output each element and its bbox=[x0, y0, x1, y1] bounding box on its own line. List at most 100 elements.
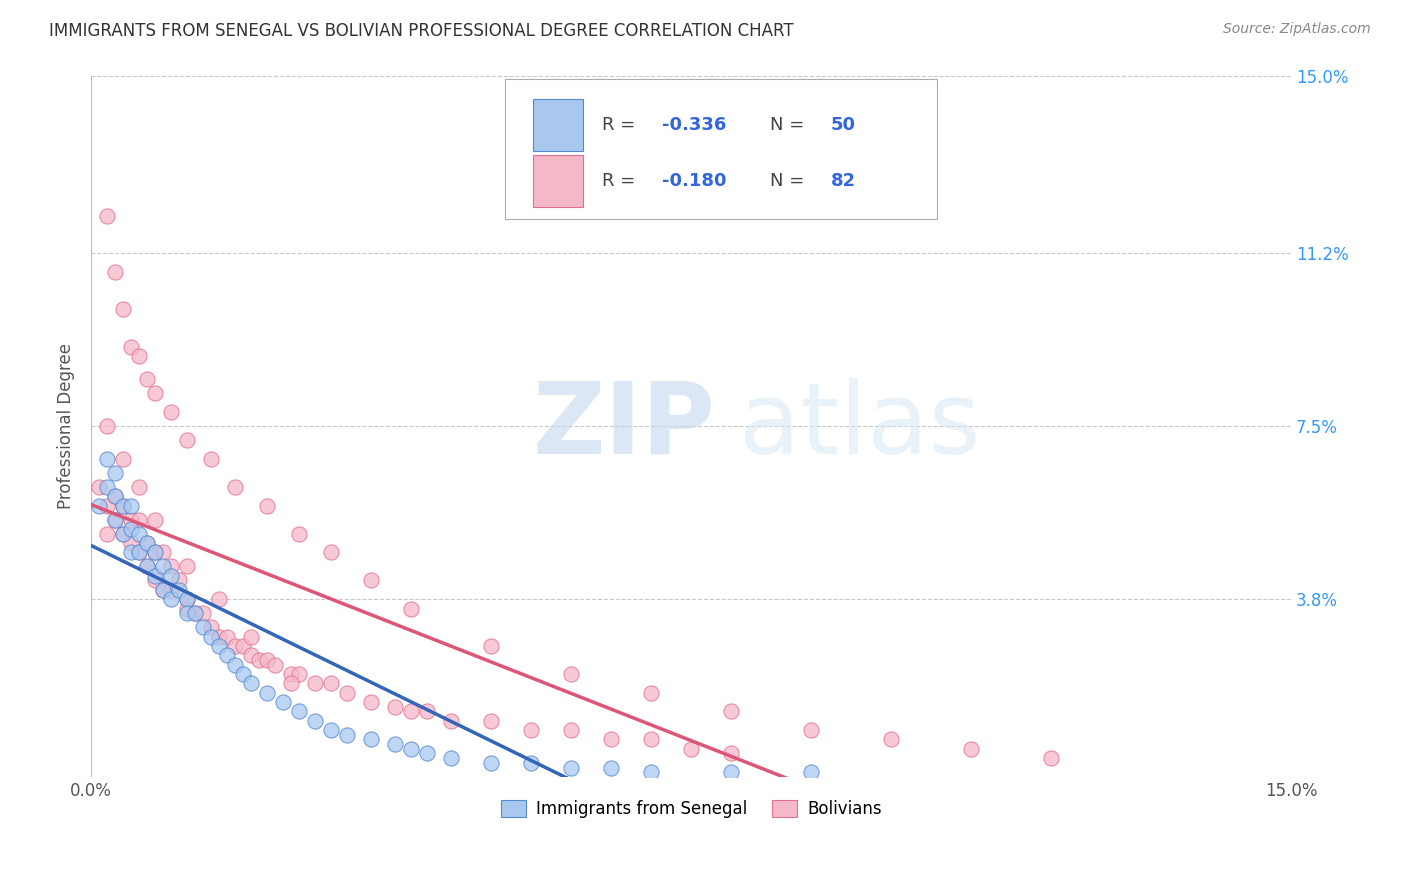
Point bbox=[152, 582, 174, 597]
Point bbox=[800, 765, 823, 780]
Point bbox=[120, 545, 142, 559]
Point bbox=[176, 592, 198, 607]
Point bbox=[720, 747, 742, 761]
Point bbox=[264, 657, 287, 672]
Point bbox=[720, 705, 742, 719]
Point bbox=[143, 386, 166, 401]
Point bbox=[232, 639, 254, 653]
Point bbox=[143, 574, 166, 588]
Point bbox=[224, 657, 246, 672]
Point bbox=[640, 765, 662, 780]
Text: ZIP: ZIP bbox=[533, 377, 716, 475]
Point bbox=[152, 545, 174, 559]
Point bbox=[217, 630, 239, 644]
Point bbox=[200, 451, 222, 466]
Point bbox=[416, 747, 439, 761]
Point bbox=[321, 723, 343, 738]
Point bbox=[191, 620, 214, 634]
Point bbox=[960, 741, 983, 756]
Point bbox=[640, 732, 662, 747]
Text: -0.180: -0.180 bbox=[662, 172, 727, 190]
Point bbox=[104, 513, 127, 527]
Point bbox=[336, 728, 359, 742]
Point bbox=[479, 714, 502, 728]
Point bbox=[360, 695, 382, 709]
Point bbox=[176, 434, 198, 448]
Text: N =: N = bbox=[770, 116, 810, 134]
Point bbox=[399, 601, 422, 615]
Point bbox=[136, 536, 159, 550]
Point bbox=[399, 741, 422, 756]
Point bbox=[89, 480, 111, 494]
Point bbox=[560, 723, 582, 738]
Point bbox=[128, 480, 150, 494]
FancyBboxPatch shape bbox=[533, 155, 583, 207]
Point bbox=[256, 686, 278, 700]
Legend: Immigrants from Senegal, Bolivians: Immigrants from Senegal, Bolivians bbox=[494, 793, 889, 824]
Point bbox=[600, 732, 623, 747]
Point bbox=[112, 451, 135, 466]
Point bbox=[136, 559, 159, 574]
Point bbox=[247, 653, 270, 667]
Point bbox=[200, 620, 222, 634]
Point bbox=[208, 639, 231, 653]
Point bbox=[681, 741, 703, 756]
Point bbox=[96, 451, 118, 466]
Point bbox=[256, 499, 278, 513]
Point bbox=[240, 648, 263, 663]
Point bbox=[128, 526, 150, 541]
Point bbox=[384, 699, 406, 714]
Point bbox=[208, 592, 231, 607]
Point bbox=[160, 405, 183, 419]
Point bbox=[416, 705, 439, 719]
Point bbox=[280, 667, 302, 681]
Point bbox=[160, 559, 183, 574]
Text: -0.336: -0.336 bbox=[662, 116, 727, 134]
Point bbox=[143, 545, 166, 559]
Point bbox=[440, 714, 463, 728]
Point bbox=[208, 630, 231, 644]
Point bbox=[160, 569, 183, 583]
Point bbox=[104, 466, 127, 480]
Point bbox=[720, 765, 742, 780]
Point bbox=[104, 489, 127, 503]
Point bbox=[136, 372, 159, 386]
Text: IMMIGRANTS FROM SENEGAL VS BOLIVIAN PROFESSIONAL DEGREE CORRELATION CHART: IMMIGRANTS FROM SENEGAL VS BOLIVIAN PROF… bbox=[49, 22, 794, 40]
FancyBboxPatch shape bbox=[505, 79, 938, 219]
Text: 50: 50 bbox=[831, 116, 855, 134]
Point bbox=[160, 582, 183, 597]
Point bbox=[112, 302, 135, 317]
Point bbox=[321, 676, 343, 690]
Text: Source: ZipAtlas.com: Source: ZipAtlas.com bbox=[1223, 22, 1371, 37]
Point bbox=[256, 653, 278, 667]
Text: R =: R = bbox=[602, 172, 641, 190]
Point bbox=[96, 480, 118, 494]
Y-axis label: Professional Degree: Professional Degree bbox=[58, 343, 75, 509]
FancyBboxPatch shape bbox=[533, 99, 583, 151]
Point bbox=[232, 667, 254, 681]
Point bbox=[112, 499, 135, 513]
Point bbox=[360, 732, 382, 747]
Point bbox=[96, 499, 118, 513]
Point bbox=[280, 676, 302, 690]
Point bbox=[191, 606, 214, 620]
Point bbox=[176, 606, 198, 620]
Point bbox=[89, 499, 111, 513]
Point bbox=[120, 340, 142, 354]
Point bbox=[112, 499, 135, 513]
Text: N =: N = bbox=[770, 172, 810, 190]
Point bbox=[304, 714, 326, 728]
Point bbox=[120, 499, 142, 513]
Point bbox=[128, 513, 150, 527]
Point bbox=[96, 526, 118, 541]
Point bbox=[288, 667, 311, 681]
Point bbox=[176, 559, 198, 574]
Point bbox=[288, 526, 311, 541]
Point bbox=[600, 760, 623, 774]
Point bbox=[143, 513, 166, 527]
Point bbox=[104, 265, 127, 279]
Point bbox=[104, 513, 127, 527]
Point bbox=[479, 639, 502, 653]
Point bbox=[640, 686, 662, 700]
Point bbox=[96, 419, 118, 434]
